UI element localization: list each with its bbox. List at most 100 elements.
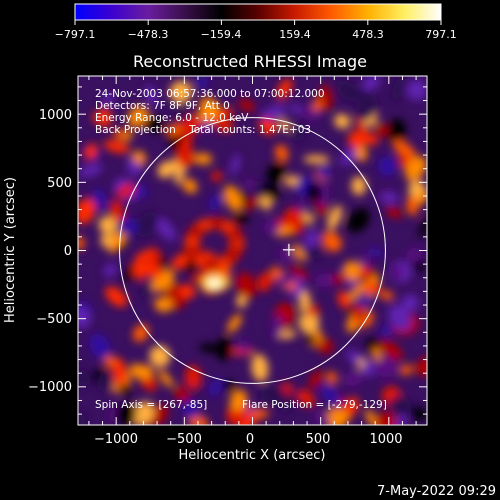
heat-blob (355, 96, 378, 122)
heat-blob (78, 236, 85, 250)
heat-blob (78, 412, 86, 425)
heat-blob (360, 253, 371, 270)
heat-blob (257, 272, 273, 292)
colorbar-tick-label-1: −478.3 (128, 28, 169, 41)
heat-blob (232, 213, 250, 224)
heat-blob (406, 79, 427, 101)
heat-blob (97, 107, 112, 128)
heat-blob (375, 411, 397, 425)
heat-blob (389, 395, 412, 416)
annotation-method-counts: Back Projection Total counts: 1.47E+03 (95, 124, 311, 136)
heat-blob (144, 116, 164, 133)
heat-blob (380, 340, 403, 361)
x-tick-label-1: −500 (166, 432, 202, 447)
heat-blob (347, 130, 367, 149)
y-tick-label-0: −1000 (28, 380, 72, 395)
heat-blob (181, 399, 200, 419)
spin-axis-label: Spin Axis = [267,-85] (95, 399, 207, 411)
heat-blob (334, 113, 351, 129)
heat-blob (166, 123, 182, 137)
heat-blob (291, 244, 305, 262)
heat-blob (343, 371, 364, 386)
heat-blob (178, 86, 192, 102)
heat-blob (112, 357, 127, 386)
heat-blob (211, 171, 223, 182)
heat-blob (381, 192, 399, 204)
heat-blob (289, 265, 309, 280)
heat-blob (236, 272, 256, 300)
heat-blob (134, 249, 155, 263)
heat-blob (343, 261, 363, 281)
heat-blob (102, 93, 114, 105)
heat-blob (199, 343, 223, 353)
heat-blob (339, 147, 360, 166)
heat-blob (193, 153, 213, 165)
heat-blob (216, 336, 232, 362)
heat-blob (275, 226, 294, 237)
heat-blob (404, 156, 427, 181)
heat-blob (114, 128, 126, 140)
heat-blob (365, 409, 378, 425)
heat-blob (104, 355, 117, 368)
colorbar-tick-label-0: −797.1 (55, 28, 96, 41)
heat-blob (327, 205, 343, 231)
heat-blob (89, 333, 111, 359)
heat-blob (154, 297, 173, 313)
heat-blob (224, 379, 235, 393)
heat-blob (158, 369, 174, 388)
heat-blob (126, 159, 142, 176)
heat-blob (264, 219, 280, 235)
heat-ring-blob (227, 244, 244, 257)
heat-blob (388, 304, 411, 331)
y-tick-label-3: 500 (47, 176, 72, 191)
heat-blob (299, 290, 311, 312)
heat-blob (314, 273, 335, 287)
heat-blob (211, 106, 233, 122)
heat-blob (406, 196, 418, 216)
y-axis-label: Heliocentric Y (arcsec) (3, 177, 18, 323)
heat-blob (276, 274, 293, 287)
heat-blob (346, 396, 359, 416)
annotation-energy-range: Energy Range: 6.0 - 12.0 keV (95, 112, 249, 124)
heat-blob (297, 389, 315, 408)
heat-blob (109, 199, 124, 222)
heat-blob (278, 330, 297, 339)
heat-blob (251, 354, 269, 382)
heat-blob (303, 155, 330, 164)
x-axis-label: Heliocentric X (arcsec) (179, 448, 326, 463)
heat-blob (155, 217, 176, 241)
heat-blob (386, 206, 403, 219)
heat-blob (115, 402, 137, 425)
heat-blob (314, 411, 330, 425)
heat-blob (258, 118, 277, 135)
colorbar-ticks (74, 20, 442, 25)
heat-blob (243, 195, 261, 210)
heat-blob (332, 273, 348, 284)
heat-blob (392, 140, 416, 159)
heat-blob (358, 267, 373, 279)
heat-blob (122, 265, 135, 282)
heat-blob (418, 216, 427, 238)
x-tick-label-3: 500 (306, 432, 331, 447)
heat-blob (131, 401, 155, 425)
axis-ticks (78, 76, 427, 425)
heat-blob (309, 370, 324, 389)
heat-blob (223, 185, 243, 212)
heat-blob (305, 333, 317, 344)
heat-blob (98, 215, 117, 235)
heat-blob (405, 247, 423, 263)
y-tick-label-4: 1000 (39, 108, 72, 123)
heat-blob (103, 140, 130, 154)
heat-blob (229, 389, 248, 412)
heat-blob (111, 232, 127, 248)
heat-blob (336, 80, 359, 102)
heat-blob (127, 106, 149, 128)
heat-blob (337, 290, 350, 309)
colorbar-tick-label-3: 159.4 (279, 28, 311, 41)
heat-blob (351, 176, 367, 196)
heat-blob (238, 339, 250, 354)
heat-blob (116, 183, 135, 199)
heat-blob (304, 229, 320, 249)
heat-blob (78, 306, 91, 329)
heat-blob (141, 211, 159, 229)
